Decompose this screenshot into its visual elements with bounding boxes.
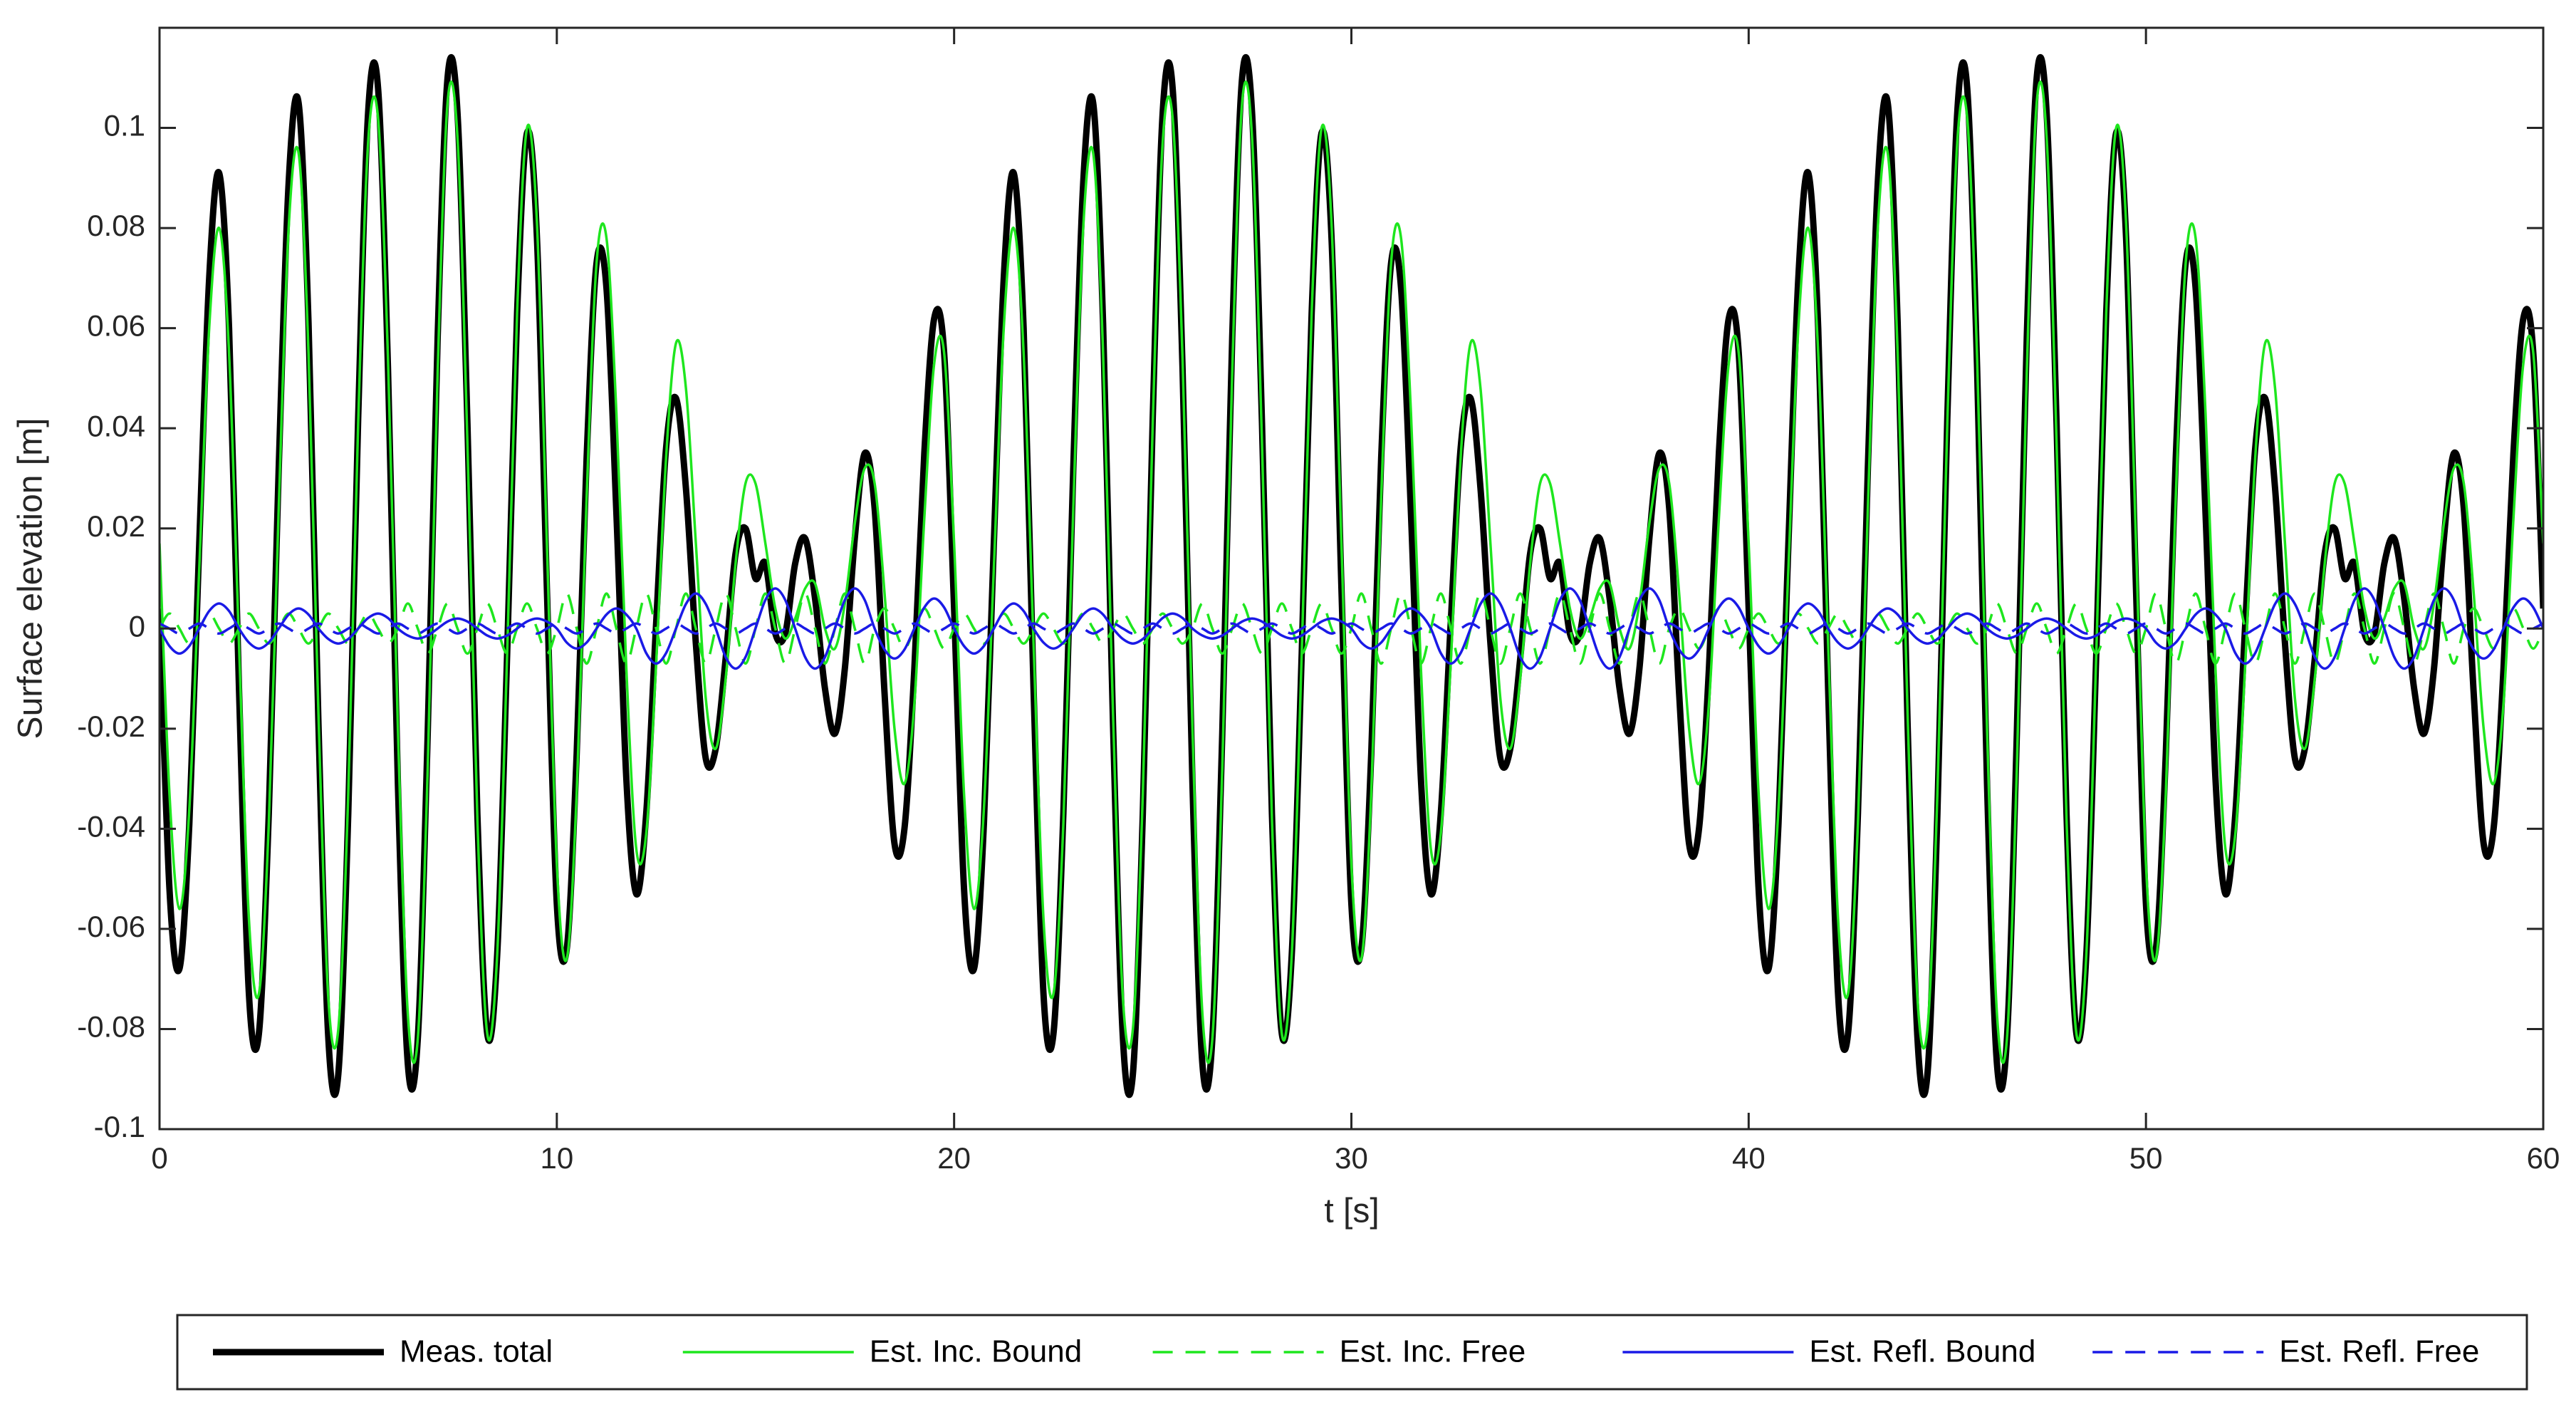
- x-tick-label: 60: [2527, 1141, 2560, 1175]
- y-tick-label: -0.06: [77, 910, 145, 943]
- legend-label: Est. Inc. Free: [1340, 1334, 1526, 1369]
- legend-label: Meas. total: [400, 1334, 553, 1369]
- y-tick-label: 0.02: [87, 509, 145, 543]
- legend-label: Est. Inc. Bound: [870, 1334, 1082, 1369]
- y-tick-label: 0.06: [87, 309, 145, 343]
- x-tick-label: 40: [1732, 1141, 1766, 1175]
- y-tick-label: -0.1: [94, 1110, 145, 1143]
- y-tick-label: -0.02: [77, 710, 145, 743]
- y-tick-label: 0.1: [104, 109, 145, 142]
- x-tick-label: 50: [2129, 1141, 2163, 1175]
- y-tick-label: 0: [129, 609, 145, 643]
- y-tick-label: 0.04: [87, 409, 145, 442]
- legend-label: Est. Refl. Bound: [1809, 1334, 2035, 1369]
- y-tick-label: -0.08: [77, 1010, 145, 1044]
- x-axis-label: t [s]: [1324, 1193, 1379, 1230]
- y-tick-label: -0.04: [77, 809, 145, 843]
- legend-label: Est. Refl. Free: [2279, 1334, 2479, 1369]
- series-line: [160, 587, 2543, 670]
- x-tick-label: 20: [937, 1141, 971, 1175]
- y-tick-label: 0.08: [87, 209, 145, 242]
- x-tick-label: 0: [151, 1141, 167, 1175]
- series-line: [160, 622, 2543, 635]
- series-line: [160, 81, 2543, 1064]
- x-tick-label: 10: [540, 1141, 573, 1175]
- y-axis-label: Surface elevation [m]: [12, 418, 50, 739]
- x-tick-label: 30: [1335, 1141, 1368, 1175]
- plot-lines: [160, 53, 2543, 1099]
